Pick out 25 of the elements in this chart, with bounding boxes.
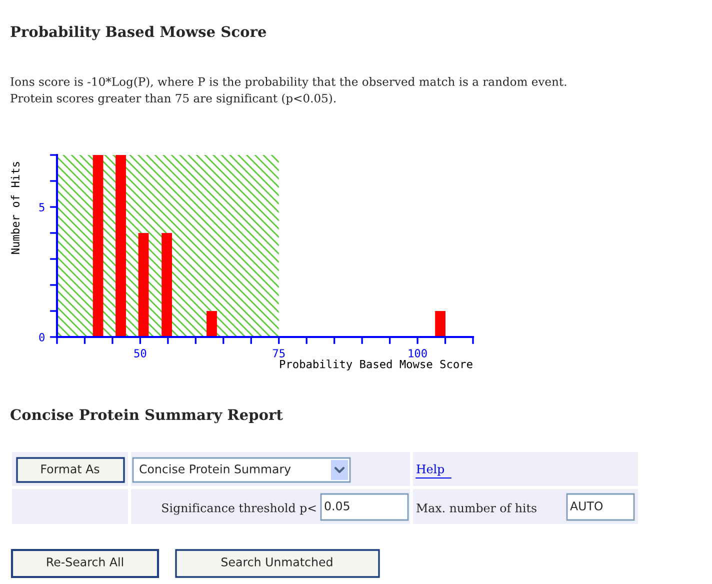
y-tick-label: 0 bbox=[39, 333, 44, 342]
text: Max. number of hits bbox=[416, 503, 536, 512]
x-tick-label: 100 bbox=[408, 349, 427, 358]
text: 0.05 bbox=[324, 501, 350, 510]
y-tick-label: 5 bbox=[39, 203, 44, 212]
text: AUTO bbox=[570, 501, 603, 510]
bar bbox=[92, 155, 104, 337]
bar bbox=[162, 233, 172, 337]
chart-title: Probability Based Mowse Score bbox=[10, 26, 266, 40]
bar bbox=[206, 311, 217, 337]
text: Concise Protein Summary bbox=[140, 464, 291, 476]
text: Significance threshold p< bbox=[162, 503, 316, 515]
text: Concise Protein Summary Report bbox=[10, 408, 283, 424]
bar bbox=[116, 155, 126, 337]
x-tick-label: 50 bbox=[134, 349, 146, 358]
bar bbox=[138, 233, 149, 337]
text: Format As bbox=[41, 464, 100, 474]
text: Help bbox=[416, 464, 444, 476]
text: Re-Search All bbox=[47, 557, 123, 566]
bar bbox=[435, 311, 446, 337]
text: Search Unmatched bbox=[222, 557, 332, 566]
x-tick-label: 75 bbox=[272, 349, 285, 358]
x-axis-title: Probability Based Mowse Score bbox=[280, 360, 472, 370]
chart-subtitle: Ions score is -10*Log(P), where P is the probability that the observed match is a random event. Protein scores greater than 75 are significant (p<0.05). bbox=[10, 77, 566, 105]
y-axis-title: Number of Hits bbox=[10, 162, 20, 254]
